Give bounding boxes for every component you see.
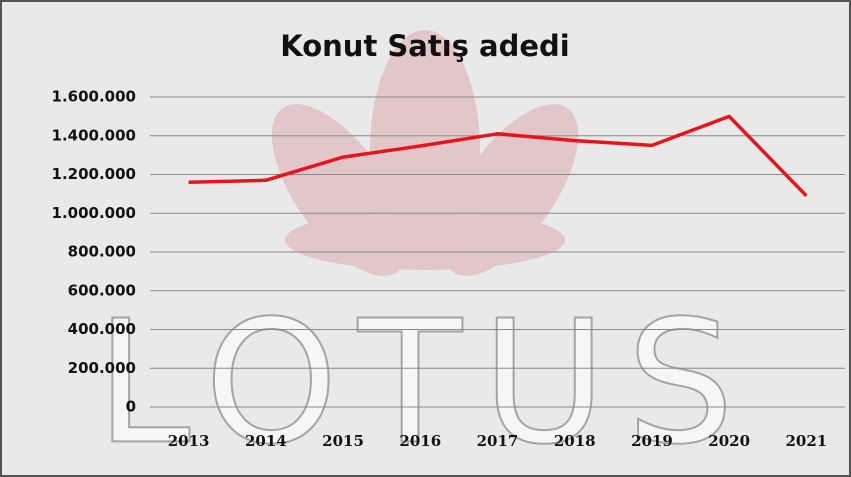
y-tick-label: 1.600.000 [52, 88, 136, 106]
y-tick-label: 1.400.000 [52, 126, 136, 144]
x-tick-label: 2013 [168, 432, 210, 450]
x-tick-label: 2017 [477, 432, 519, 450]
y-tick-label: 200.000 [68, 359, 136, 377]
x-tick-label: 2021 [786, 432, 828, 450]
x-tick-label: 2020 [708, 432, 750, 450]
chart-title: Konut Satış adedi [280, 29, 569, 63]
data-line [188, 114, 808, 198]
y-tick-label: 800.000 [68, 243, 136, 261]
x-tick-label: 2018 [554, 432, 596, 450]
y-tick-label: 1.200.000 [52, 165, 136, 183]
y-tick-label: 600.000 [68, 281, 136, 299]
y-tick-label: 0 [126, 398, 136, 416]
x-tick-label: 2015 [322, 432, 364, 450]
y-tick-label: 400.000 [68, 320, 136, 338]
lotus-watermark [271, 30, 579, 276]
y-tick-label: 1.000.000 [52, 204, 136, 222]
watermark-text: LOTUS [96, 284, 755, 477]
x-tick-label: 2019 [631, 432, 673, 450]
x-tick-label: 2016 [399, 432, 441, 450]
x-tick-label: 2014 [245, 432, 287, 450]
